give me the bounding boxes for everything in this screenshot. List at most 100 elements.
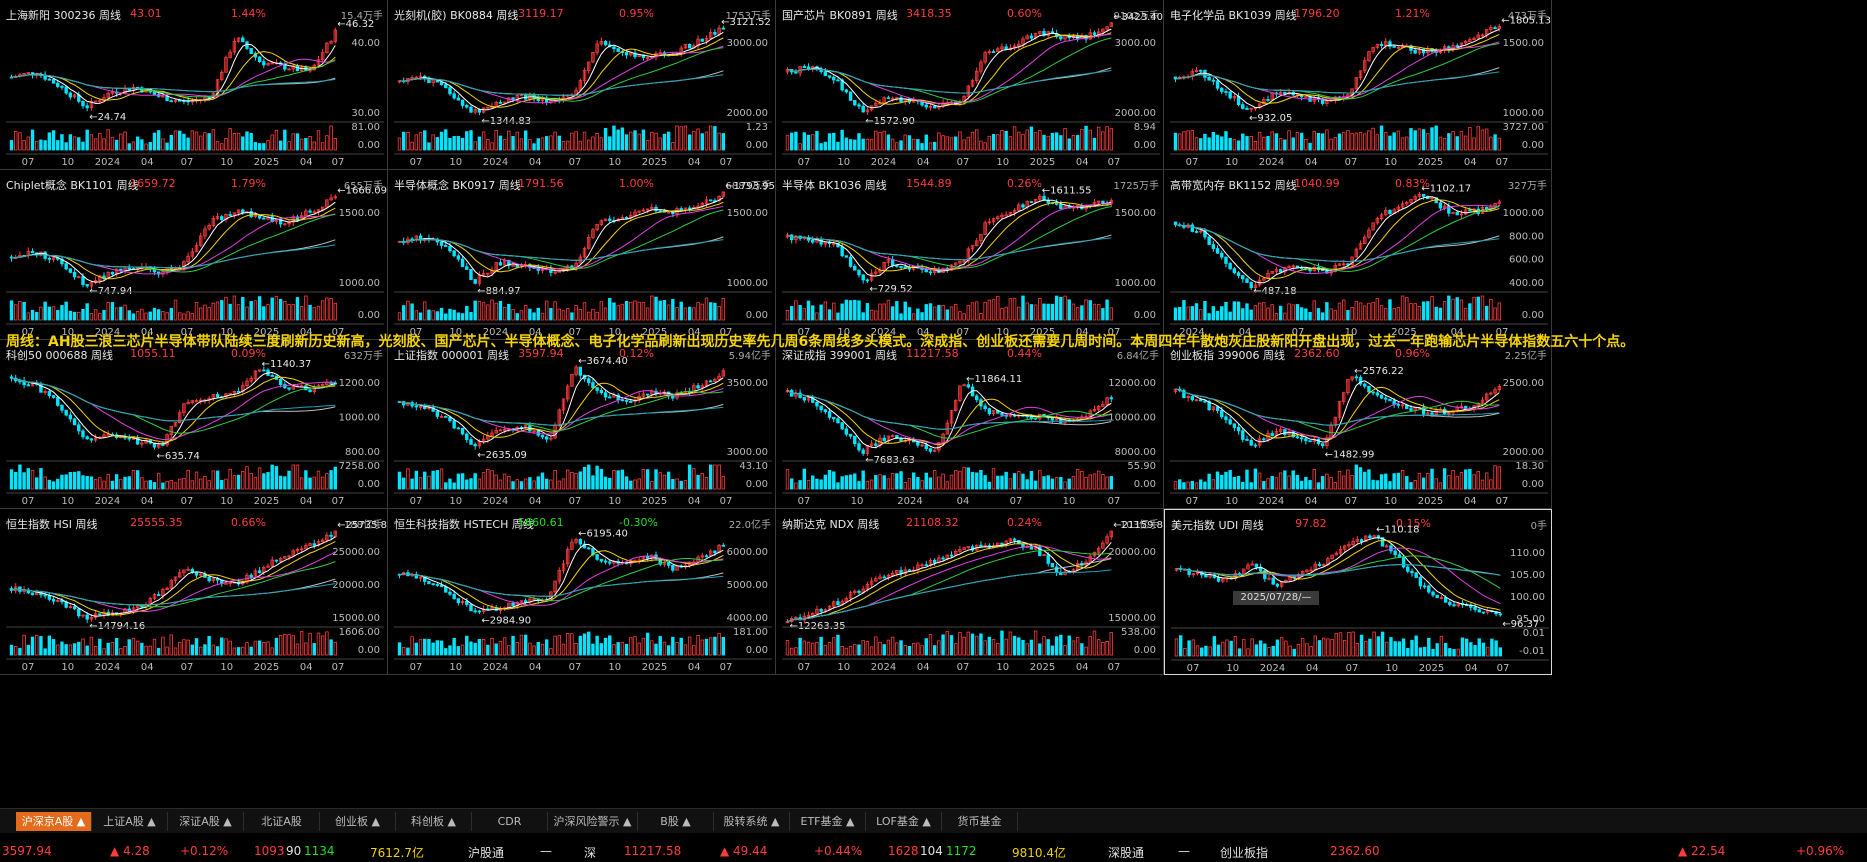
volume-bar <box>708 637 713 656</box>
market-tab-8[interactable]: B股 ▲ <box>638 812 714 831</box>
volume-bar <box>1000 475 1004 490</box>
market-tab-7[interactable]: 沪深风险警示 ▲ <box>548 812 638 831</box>
market-tab-6[interactable]: CDR <box>472 812 548 831</box>
chart-panel-300236[interactable]: 上海新阳 300236 周线 43.01 1.44% 15.4万手 ←46.32 ←24.… <box>0 0 388 170</box>
market-tab-3[interactable]: 北证A股 <box>244 812 320 831</box>
volume-bar <box>156 130 161 151</box>
chart-panel-ndx[interactable]: 纳斯达克 NDX 周线 21108.32 0.24% 103亿手 ←21159.80 ←1… <box>776 509 1164 675</box>
instrument-name: 上证指数 000001 周线 <box>394 349 509 362</box>
volume-bar <box>43 476 47 490</box>
volume-bar <box>1346 310 1350 321</box>
chart-panel-bk0917[interactable]: 半导体概念 BK0917 周线 1791.56 1.00% 6883万手 ←1793.9… <box>388 170 776 340</box>
chart-panel-udi[interactable]: 美元指数 UDI 周线 97.82 0.15% 0手 ←110.18 ←96.37 110.… <box>1164 509 1552 675</box>
candle-body <box>616 394 620 401</box>
chart-panel-000688[interactable]: 科创50 000688 周线 1055.11 0.09% 632万手 ←1140.37 ←… <box>0 340 388 509</box>
volume-bar <box>236 132 241 151</box>
chart-panel-399006[interactable]: 创业板指 399006 周线 2362.60 0.96% 2.25亿手 ←2576.22… <box>1164 340 1552 509</box>
chart-panel-399001[interactable]: 深证成指 399001 周线 11217.58 0.44% 6.84亿手 ←11864.… <box>776 340 1164 509</box>
volume-bar <box>60 641 64 656</box>
volume-bar <box>224 137 228 151</box>
volume-bar <box>1329 477 1333 490</box>
volume-bar <box>553 635 557 656</box>
candle-body <box>641 54 646 58</box>
hgt-label[interactable]: 沪股通 <box>468 846 505 860</box>
volume-bar <box>308 477 312 490</box>
market-tab-4[interactable]: 创业板 ▲ <box>320 812 396 831</box>
market-tab-9[interactable]: 股转系统 ▲ <box>714 812 790 831</box>
volume-bar <box>1071 475 1076 490</box>
volume-bar <box>477 300 482 321</box>
chart-panel-bk1036[interactable]: 半导体 BK1036 周线 1544.89 0.26% 1725万手 ←1611.55 ←… <box>776 170 1164 340</box>
market-tab-0[interactable]: 沪深京A股 ▲ <box>16 812 92 831</box>
candle-body <box>827 411 832 418</box>
candlestick-chart: ←3121.52←1344.833000.002000.001.230.0007… <box>394 17 772 168</box>
market-tab-10[interactable]: ETF基金 ▲ <box>790 812 866 831</box>
market-tab-12[interactable]: 货币基金 <box>942 812 1018 831</box>
candle-body <box>220 71 224 81</box>
volume-bar <box>207 480 211 490</box>
time-tick-label: 2024 <box>95 157 120 168</box>
sgt-label[interactable]: 深股通 <box>1108 846 1145 860</box>
chart-panel-000001[interactable]: 上证指数 000001 周线 3597.94 0.12% 5.94亿手 ←3674.40… <box>388 340 776 509</box>
volume-bar <box>692 645 696 656</box>
volume-bar <box>966 467 971 490</box>
candle-body <box>975 395 979 401</box>
volume-bar <box>333 641 337 656</box>
volume-bar <box>114 139 119 151</box>
candle-body <box>207 577 211 582</box>
volume-bar <box>1430 127 1434 151</box>
chart-panel-bk1039[interactable]: 电子化学品 BK1039 周线 1796.20 1.21% 473万手 ←1805.13… <box>1164 0 1552 170</box>
volume-bar <box>253 300 258 321</box>
volume-bar <box>1228 470 1232 490</box>
chart-panel-hsi[interactable]: 恒生指数 HSI 周线 25555.35 0.66% 188亿手 ←25735.89 ←1… <box>0 509 388 675</box>
candle-body <box>924 564 928 567</box>
chart-panel-bk0884[interactable]: 光刻机(胶) BK0884 周线 3119.17 0.95% 1753万手 ←3121.… <box>388 0 776 170</box>
volume-tick-label: 0.00 <box>1522 310 1544 321</box>
volume-bar <box>840 129 844 151</box>
time-tick-label: 07 <box>1187 663 1200 674</box>
moving-average-line <box>787 389 1112 430</box>
time-tick-label: 04 <box>300 157 313 168</box>
candle-body <box>1054 202 1059 205</box>
volume-bar <box>603 127 608 151</box>
volume-bar <box>1008 631 1013 656</box>
volume-bar <box>987 481 992 490</box>
market-tab-5[interactable]: 科创板 ▲ <box>396 812 472 831</box>
volume-bar <box>30 469 35 490</box>
status-bar: 3597.94 ▲ 4.28 +0.12% 1093 90 1134 7612.… <box>0 840 1867 862</box>
time-tick-label: 07 <box>798 496 811 507</box>
volume-bar <box>578 309 583 321</box>
market-tab-11[interactable]: LOF基金 ▲ <box>866 812 942 831</box>
volume-bar <box>156 472 161 490</box>
candle-body <box>954 551 958 556</box>
volume-bar <box>35 140 39 151</box>
chart-panel-bk1152[interactable]: 高带宽内存 BK1152 周线 1040.99 0.83% 327万手 ←1102.17… <box>1164 170 1552 340</box>
volume-bar <box>1211 479 1216 490</box>
chart-panel-bk1101[interactable]: Chiplet概念 BK1101 周线 1659.72 1.79% 655万手 ←166… <box>0 170 388 340</box>
candle-body <box>236 390 241 393</box>
time-tick-label: 07 <box>720 662 733 673</box>
candle-body <box>1493 27 1497 30</box>
candle-body <box>1463 209 1468 215</box>
volume-bar <box>1455 297 1459 321</box>
market-tab-2[interactable]: 深证A股 ▲ <box>168 812 244 831</box>
volume-bar <box>274 637 279 656</box>
volume-bar <box>920 645 924 656</box>
candle-body <box>1038 195 1042 200</box>
candle-body <box>241 209 245 214</box>
cy-label[interactable]: 创业板指 <box>1220 846 1269 860</box>
volume-bar <box>102 648 106 656</box>
candle-body <box>1029 546 1034 550</box>
volume-bar <box>1233 636 1238 657</box>
candle-body <box>249 574 253 578</box>
volume-bar <box>283 476 287 490</box>
candle-body <box>1241 104 1245 109</box>
chart-panel-hstech[interactable]: 恒生科技指数 HSTECH 周线 5660.61 -0.30% 22.0亿手 ←6195… <box>388 509 776 675</box>
volume-bar <box>1359 634 1364 657</box>
candle-body <box>696 385 700 389</box>
market-tab-1[interactable]: 上证A股 ▲ <box>92 812 168 831</box>
chart-panel-bk0891[interactable]: 国产芯片 BK0891 周线 3418.35 0.60% 9102万手 ←3423.40… <box>776 0 1164 170</box>
sz-label[interactable]: 深 <box>584 846 597 860</box>
panel-header: 半导体概念 BK0917 周线 1791.56 1.00% 6883万手 <box>394 177 771 192</box>
candle-body <box>270 559 274 567</box>
